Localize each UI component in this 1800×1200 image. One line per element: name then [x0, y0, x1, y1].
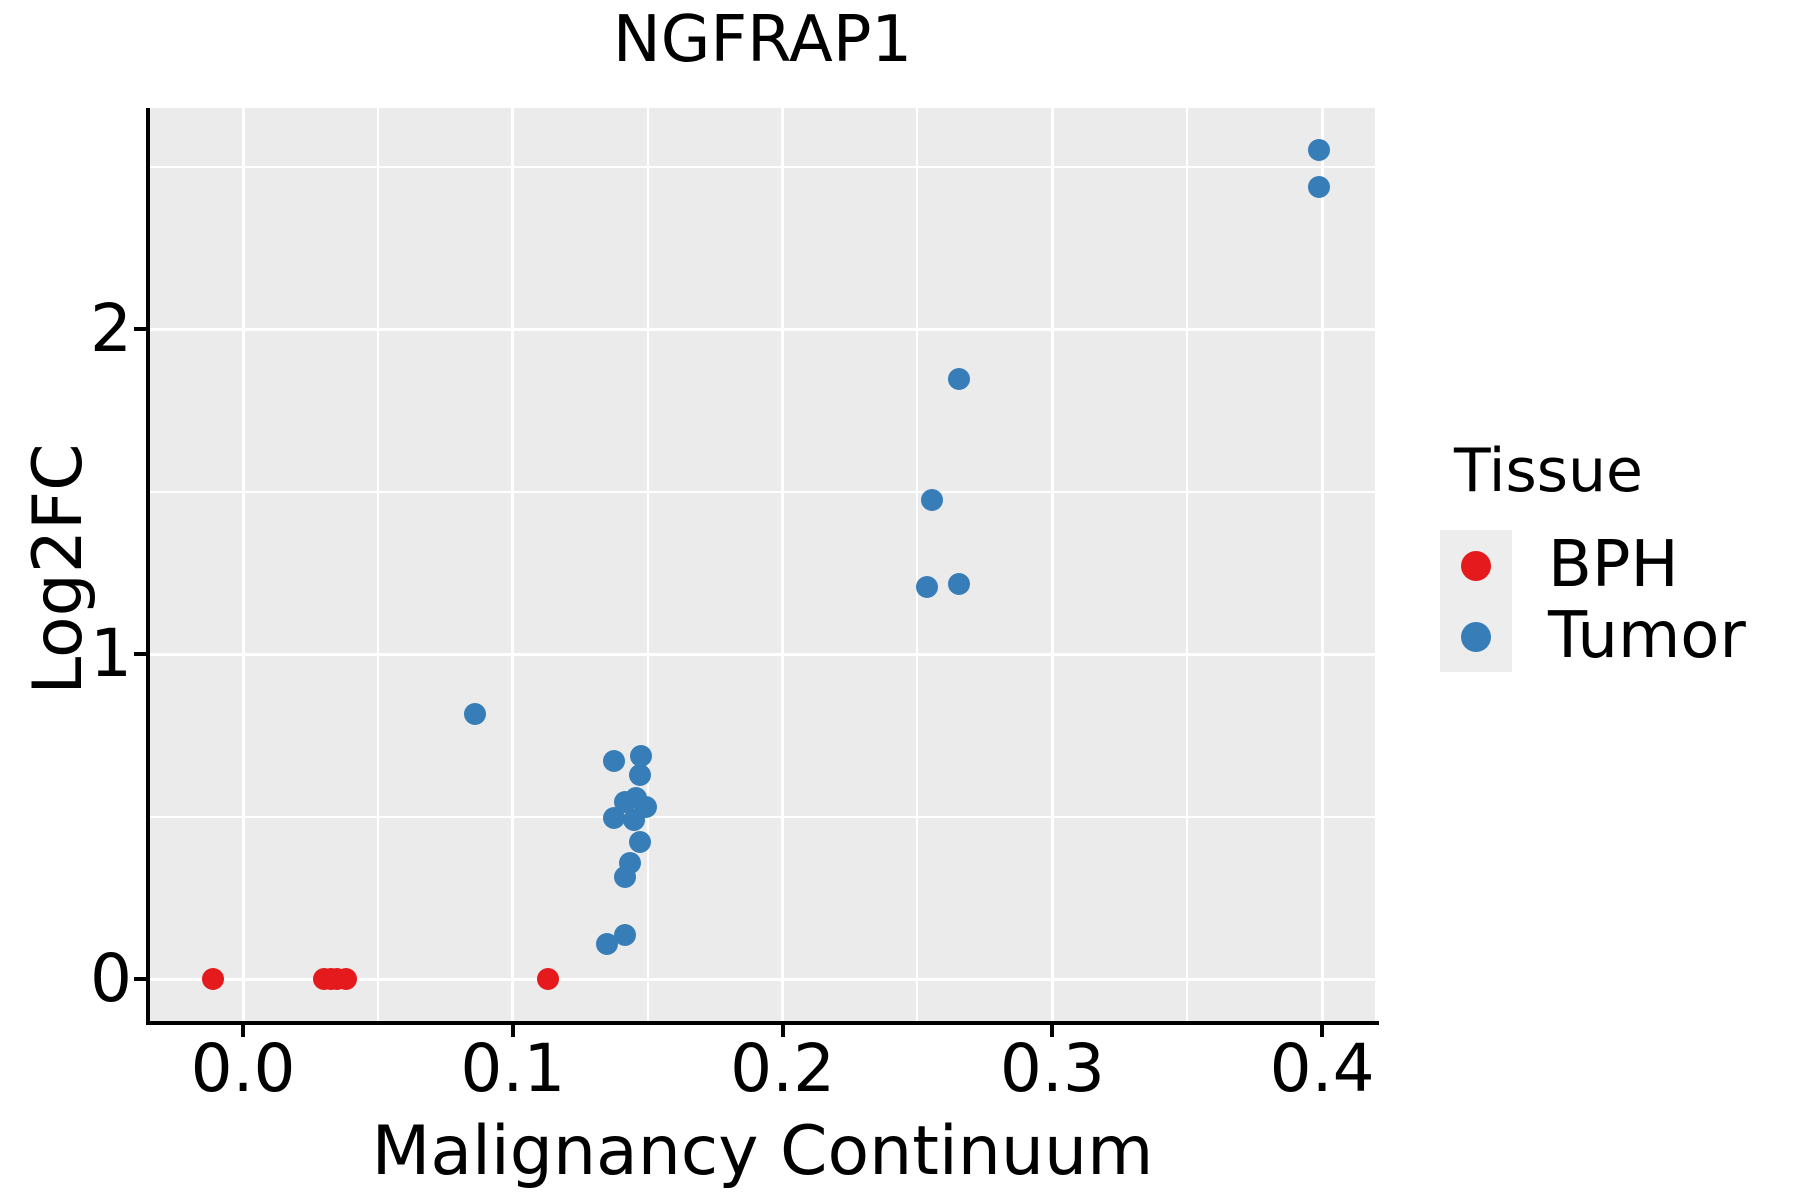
plot-title: NGFRAP1	[612, 3, 913, 77]
major-gridline-y	[150, 652, 1375, 656]
legend-title: Tissue	[1454, 436, 1643, 506]
x-tick-mark	[1320, 1025, 1325, 1037]
y-axis-line	[146, 108, 150, 1025]
major-gridline-x	[781, 108, 785, 1021]
data-point-tumor	[948, 367, 971, 390]
data-point-tumor	[464, 702, 487, 725]
data-point-tumor	[1308, 138, 1331, 161]
legend-key-bph	[1440, 530, 1512, 601]
tumor-point-icon	[1461, 621, 1491, 652]
minor-gridline-y	[150, 165, 1375, 168]
data-point-tumor	[602, 749, 625, 772]
x-tick-mark	[780, 1025, 785, 1037]
y-tick-mark	[134, 327, 146, 332]
y-axis-title: Log2FC	[19, 443, 98, 695]
data-point-tumor	[921, 488, 944, 511]
major-gridline-x	[511, 108, 515, 1021]
major-gridline-x	[1050, 108, 1054, 1021]
data-point-tumor	[623, 809, 646, 832]
minor-gridline-y	[150, 815, 1375, 818]
major-gridline-y	[150, 977, 1375, 981]
major-gridline-x	[1320, 108, 1324, 1021]
bph-point-icon	[1461, 550, 1491, 581]
y-tick-mark	[134, 977, 146, 982]
data-point-bph	[202, 968, 225, 991]
data-point-tumor	[948, 573, 971, 596]
x-tick-mark	[1050, 1025, 1055, 1037]
x-axis-title: Malignancy Continuum	[371, 1112, 1154, 1191]
legend-entry-bph: BPH	[1440, 530, 1780, 601]
data-point-tumor	[628, 763, 651, 786]
x-tick-mark	[510, 1025, 515, 1037]
x-tick-label: 0.1	[460, 1030, 566, 1107]
data-point-tumor	[602, 807, 625, 830]
data-point-tumor	[628, 830, 651, 853]
y-tick-label: 0	[90, 940, 132, 1018]
data-point-tumor	[915, 576, 938, 599]
data-point-tumor	[629, 745, 652, 768]
y-tick-mark	[134, 652, 146, 657]
data-point-tumor	[596, 932, 619, 955]
minor-gridline-x	[646, 108, 649, 1021]
major-gridline-x	[241, 108, 245, 1021]
y-tick-label: 2	[90, 290, 132, 368]
legend-entry-tumor: Tumor	[1440, 601, 1780, 672]
x-tick-mark	[241, 1025, 246, 1037]
data-point-tumor	[613, 924, 636, 947]
data-point-tumor	[1308, 176, 1331, 199]
plot-area	[150, 108, 1375, 1021]
legend-label-bph: BPH	[1548, 528, 1679, 602]
major-gridline-y	[150, 327, 1375, 331]
x-axis-line	[146, 1021, 1379, 1025]
x-tick-label: 0.2	[730, 1030, 836, 1107]
minor-gridline-x	[916, 108, 919, 1021]
x-tick-label: 0.3	[999, 1030, 1105, 1107]
minor-gridline-x	[1186, 108, 1189, 1021]
data-point-tumor	[613, 865, 636, 888]
data-point-bph	[334, 968, 357, 991]
legend: Tissue BPH Tumor	[1440, 436, 1780, 672]
data-point-bph	[536, 968, 559, 991]
minor-gridline-x	[376, 108, 379, 1021]
legend-key-tumor	[1440, 601, 1512, 672]
legend-label-tumor: Tumor	[1548, 599, 1746, 673]
minor-gridline-y	[150, 490, 1375, 493]
x-tick-label: 0.4	[1269, 1030, 1375, 1107]
y-tick-label: 1	[90, 615, 132, 693]
x-tick-label: 0.0	[190, 1030, 296, 1107]
